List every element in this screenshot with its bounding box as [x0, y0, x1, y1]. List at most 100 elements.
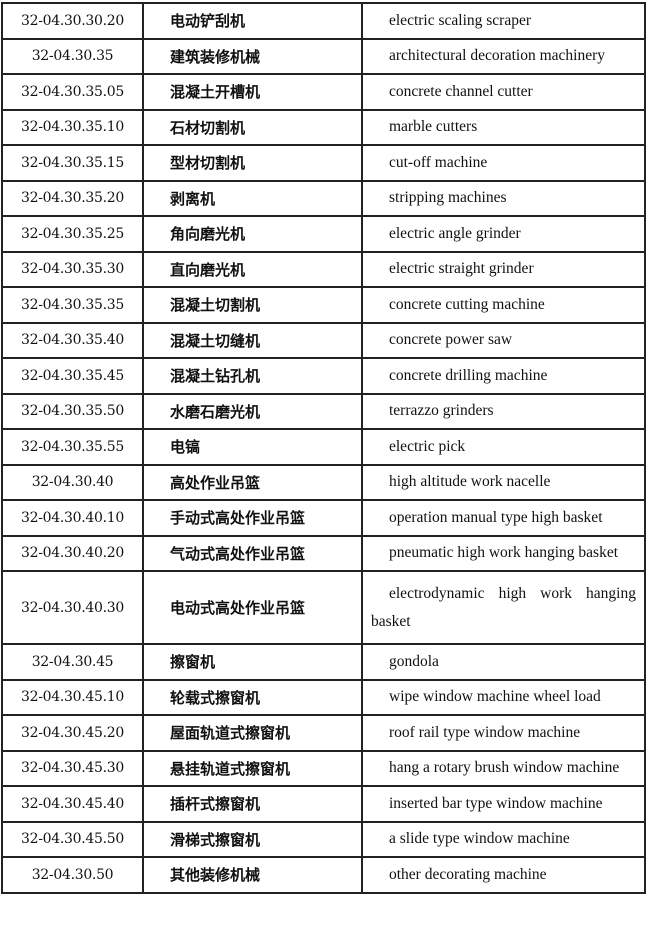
- chinese-term-text: 插杆式擦窗机: [170, 795, 261, 814]
- chinese-term-cell: 轮载式擦窗机: [142, 678, 363, 716]
- english-term-text: inserted bar type window machine: [389, 794, 603, 812]
- code-text: 32-04.30.45.50: [21, 831, 124, 848]
- english-term-text: operation manual type high basket: [389, 508, 603, 526]
- english-term-cell: other decorating machine: [361, 856, 646, 894]
- chinese-term-text: 角向磨光机: [170, 225, 246, 244]
- code-cell: 32-04.30.35.30: [1, 250, 144, 288]
- code-text: 32-04.30.45: [31, 653, 114, 670]
- chinese-term-cell: 其他装修机械: [142, 856, 363, 894]
- code-text: 32-04.30.40.10: [21, 509, 124, 526]
- english-term-text: concrete power saw: [389, 331, 513, 349]
- chinese-term-text: 混凝土钻孔机: [170, 367, 261, 386]
- code-cell: 32-04.30.40: [1, 463, 144, 501]
- english-term-text: terrazzo grinders: [389, 402, 494, 420]
- chinese-term-text: 混凝土开槽机: [170, 83, 261, 102]
- english-term-cell: terrazzo grinders: [361, 392, 646, 430]
- code-cell: 32-04.30.35.05: [1, 73, 144, 111]
- code-cell: 32-04.30.50: [1, 856, 144, 894]
- chinese-term-text: 滑梯式擦窗机: [170, 830, 261, 849]
- code-text: 32-04.30.40.30: [21, 599, 124, 616]
- table-row: 32-04.30.45.30 悬挂轨道式擦窗机 hang a rotary brus…: [1, 749, 646, 787]
- table-row: 32-04.30.45.40 插杆式擦窗机 inserted bar type wi…: [1, 785, 646, 823]
- chinese-term-text: 气动式高处作业吊篮: [170, 544, 306, 563]
- code-cell: 32-04.30.45.30: [1, 749, 144, 787]
- table-row: 32-04.30.35.55 电镐 electric pick: [1, 428, 646, 466]
- chinese-term-text: 建筑装修机械: [170, 47, 261, 66]
- english-term-text: hang a rotary brush window machine: [389, 759, 620, 777]
- code-cell: 32-04.30.45.50: [1, 820, 144, 858]
- code-text: 32-04.30.35.20: [21, 190, 124, 207]
- english-term-text: architectural decoration machinery: [389, 47, 606, 65]
- english-term-cell: wipe window machine wheel load: [361, 678, 646, 716]
- table-row: 32-04.30.35.10 石材切割机 marble cutters: [1, 108, 646, 146]
- english-term-text: stripping machines: [389, 189, 507, 207]
- code-text: 32-04.30.40: [31, 474, 114, 491]
- english-term-cell: pneumatic high work hanging basket: [361, 534, 646, 572]
- code-text: 32-04.30.30.20: [21, 12, 124, 29]
- english-term-text: wipe window machine wheel load: [389, 688, 601, 706]
- code-cell: 32-04.30.35.50: [1, 392, 144, 430]
- english-term-cell: electric straight grinder: [361, 250, 646, 288]
- table-row: 32-04.30.35.15 型材切割机 cut-off machine: [1, 144, 646, 182]
- code-text: 32-04.30.35.15: [21, 154, 124, 171]
- english-term-text: pneumatic high work hanging basket: [389, 544, 619, 562]
- chinese-term-text: 水磨石磨光机: [170, 402, 261, 421]
- code-text: 32-04.30.45.30: [21, 760, 124, 777]
- english-term-cell: inserted bar type window machine: [361, 785, 646, 823]
- chinese-term-cell: 手动式高处作业吊篮: [142, 499, 363, 537]
- chinese-term-text: 擦窗机: [170, 653, 216, 672]
- table-row: 32-04.30.35.30 直向磨光机 electric straight gri…: [1, 250, 646, 288]
- english-term-cell: hang a rotary brush window machine: [361, 749, 646, 787]
- code-text: 32-04.30.35: [31, 48, 114, 65]
- english-term-cell: marble cutters: [361, 108, 646, 146]
- chinese-term-text: 剥离机: [170, 189, 216, 208]
- table-row: 32-04.30.40 高处作业吊篮 high altitude work nace…: [1, 463, 646, 501]
- code-text: 32-04.30.50: [31, 866, 114, 883]
- chinese-term-cell: 插杆式擦窗机: [142, 785, 363, 823]
- table-row: 32-04.30.35.50 水磨石磨光机 terrazzo grinders: [1, 392, 646, 430]
- chinese-term-text: 高处作业吊篮: [170, 473, 261, 492]
- english-term-text: concrete cutting machine: [389, 295, 545, 313]
- chinese-term-cell: 型材切割机: [142, 144, 363, 182]
- chinese-term-text: 手动式高处作业吊篮: [170, 509, 306, 528]
- chinese-term-text: 电动式高处作业吊篮: [170, 599, 306, 617]
- table-body: 32-04.30.30.20 电动铲刮机 electric scaling scra…: [1, 2, 646, 894]
- english-term-cell: concrete channel cutter: [361, 73, 646, 111]
- code-cell: 32-04.30.35.25: [1, 215, 144, 253]
- table-row: 32-04.30.45.50 滑梯式擦窗机 a slide type window …: [1, 820, 646, 858]
- code-cell: 32-04.30.45.40: [1, 785, 144, 823]
- code-text: 32-04.30.40.20: [21, 545, 124, 562]
- english-term-cell: roof rail type window machine: [361, 714, 646, 752]
- english-term-cell: concrete power saw: [361, 321, 646, 359]
- code-cell: 32-04.30.40.20: [1, 534, 144, 572]
- english-term-cell: concrete cutting machine: [361, 286, 646, 324]
- english-term-cell: electric angle grinder: [361, 215, 646, 253]
- code-text: 32-04.30.35.05: [21, 83, 124, 100]
- chinese-term-cell: 混凝土切割机: [142, 286, 363, 324]
- english-term-text: electric straight grinder: [389, 260, 534, 278]
- table-row: 32-04.30.35.40 混凝土切缝机 concrete power saw: [1, 321, 646, 359]
- chinese-term-cell: 混凝土开槽机: [142, 73, 363, 111]
- english-term-text: other decorating machine: [389, 865, 547, 883]
- english-term-cell: stripping machines: [361, 179, 646, 217]
- code-cell: 32-04.30.35.40: [1, 321, 144, 359]
- chinese-term-text: 型材切割机: [170, 154, 246, 173]
- chinese-term-cell: 电动铲刮机: [142, 2, 363, 40]
- english-term-cell: gondola: [361, 643, 646, 681]
- english-term-text: a slide type window machine: [389, 830, 570, 848]
- chinese-term-cell: 滑梯式擦窗机: [142, 820, 363, 858]
- english-term-cell: electric pick: [361, 428, 646, 466]
- english-term-text: electric scaling scraper: [389, 11, 531, 29]
- chinese-term-cell: 擦窗机: [142, 643, 363, 681]
- english-term-cell: cut-off machine: [361, 144, 646, 182]
- table-row: 32-04.30.35.45 混凝土钻孔机 concrete drilling ma…: [1, 357, 646, 395]
- code-text: 32-04.30.35.40: [21, 332, 124, 349]
- chinese-term-cell: 屋面轨道式擦窗机: [142, 714, 363, 752]
- english-term-text: roof rail type window machine: [389, 723, 581, 741]
- code-cell: 32-04.30.40.10: [1, 499, 144, 537]
- code-text: 32-04.30.35.45: [21, 367, 124, 384]
- chinese-term-cell: 电动式高处作业吊篮: [142, 570, 363, 645]
- english-term-text: gondola: [389, 652, 439, 670]
- machinery-terms-table: 32-04.30.30.20 电动铲刮机 electric scaling scra…: [1, 2, 646, 894]
- chinese-term-cell: 悬挂轨道式擦窗机: [142, 749, 363, 787]
